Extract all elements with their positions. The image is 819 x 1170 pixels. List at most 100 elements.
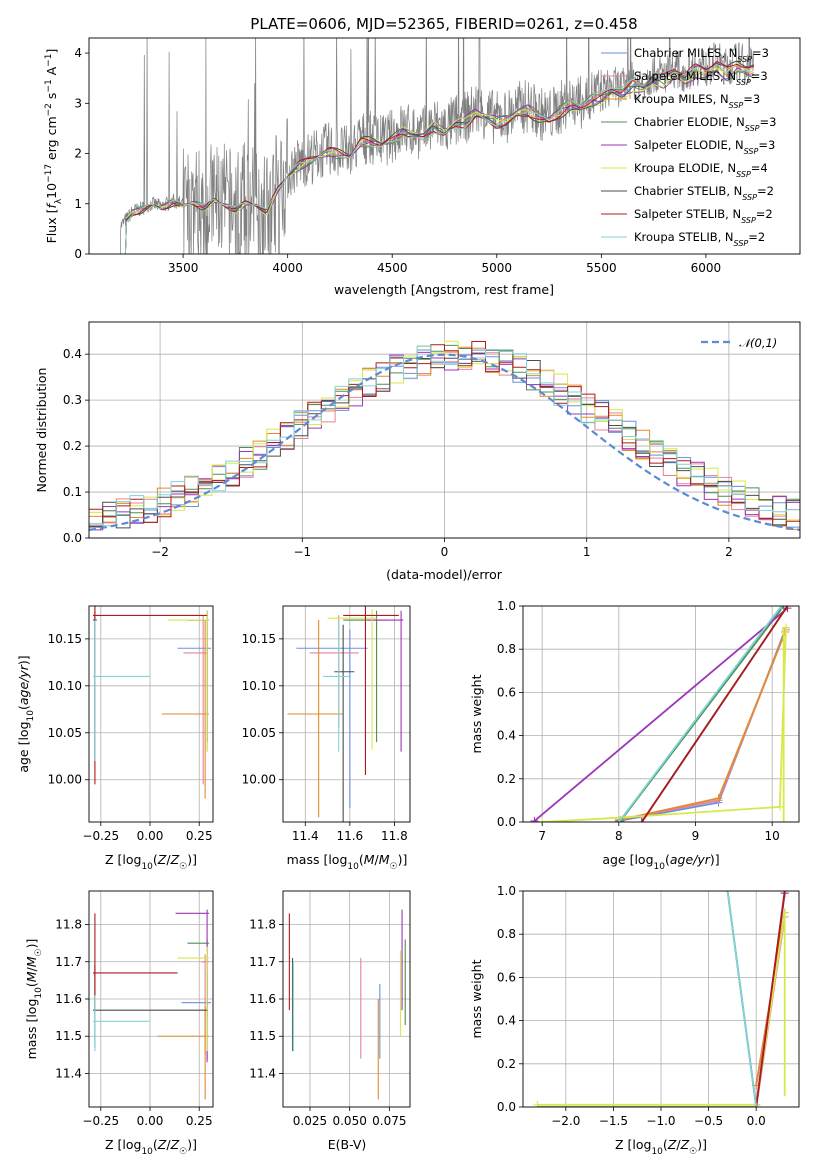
label-part: M xyxy=(364,852,375,867)
model-fit-line xyxy=(120,60,755,254)
y-tick-label: 11.7 xyxy=(55,955,82,969)
mass-weight-line xyxy=(755,891,786,1107)
label-part: Normed distribution xyxy=(34,368,49,493)
mass-weight-line xyxy=(620,631,787,821)
legend-label: Salpeter ELODIE, NSSP=3 xyxy=(634,138,775,156)
label-part: 10 xyxy=(34,987,44,999)
legend-label: Kroupa MILES, NSSP=3 xyxy=(634,92,760,110)
y-tick-label: 10.05 xyxy=(242,726,276,740)
mass-weight-line xyxy=(618,606,783,822)
y-tick-label: 1.0 xyxy=(497,599,516,613)
x-tick-label: −1.5 xyxy=(599,1114,628,1128)
y-tick-label: 0.0 xyxy=(497,815,516,829)
axes-frame xyxy=(88,37,801,255)
y-tick-label: 1.0 xyxy=(497,884,516,898)
x-tick-label: 11.4 xyxy=(292,829,319,843)
plot-area-spectrum xyxy=(120,38,755,254)
legend-sub: SSP xyxy=(737,55,752,64)
x-tick-label: 10 xyxy=(765,829,780,843)
label-part: age/yr xyxy=(670,852,711,867)
legend-label: Kroupa STELIB, NSSP=2 xyxy=(634,230,765,248)
label-part: )] xyxy=(697,1137,707,1152)
y-tick-label: 0.4 xyxy=(63,347,82,361)
x-tick-label: 0.00 xyxy=(137,829,164,843)
y-tick-label: 11.6 xyxy=(55,992,82,1006)
label-part: Z [ xyxy=(105,852,122,867)
label-part: )] xyxy=(398,852,408,867)
model-fit-line xyxy=(120,61,755,254)
legend-sub: SSP xyxy=(729,101,744,110)
label-part: 10 xyxy=(347,862,359,872)
y-tick-label: 0.2 xyxy=(497,1057,516,1071)
y-axis-label: Flux [fλ10−17 erg cm−2 s−1 A−1] xyxy=(44,49,64,244)
panel-mass-ebv: 0.025 0.050 0.075 11.4 11.5 11.6 11.7 11.8 E(B-V… xyxy=(249,890,411,1152)
x-tick-label: 11.6 xyxy=(336,829,363,843)
legend-text: Kroupa ELODIE, N xyxy=(634,161,736,175)
observed-spectrum-line xyxy=(120,38,755,254)
label-part: ☉ xyxy=(179,1147,187,1157)
label-part: )] xyxy=(187,852,197,867)
legend-text: Salpeter MILES, N xyxy=(634,69,736,83)
y-tick-label: 0.6 xyxy=(497,970,516,984)
legend-sub: SSP xyxy=(742,193,757,202)
x-tick-label: 5500 xyxy=(586,261,617,275)
legend-text: Kroupa MILES, N xyxy=(634,92,729,106)
label-part: ] xyxy=(44,49,59,54)
y-tick-label: 0.4 xyxy=(497,1014,516,1028)
y-tick-label: 0.4 xyxy=(497,729,516,743)
label-part: age/yr xyxy=(16,664,31,705)
label-part: 10 xyxy=(26,710,36,722)
mass-weight-line xyxy=(641,606,789,822)
x-tick-label: −0.25 xyxy=(82,829,119,843)
label-part: ☉ xyxy=(390,862,398,872)
y-tick-label: 11.4 xyxy=(249,1066,276,1080)
plot-area-mass-ebv xyxy=(288,909,406,1100)
x-tick-label: 0.025 xyxy=(293,1114,327,1128)
legend-suffix: =3 xyxy=(760,115,777,129)
label-part: mass [ xyxy=(287,852,329,867)
legend-sub: SSP xyxy=(745,124,760,133)
x-tick-label: 6000 xyxy=(691,261,722,275)
x-tick-label: 5000 xyxy=(482,261,513,275)
x-axis-label: wavelength [Angstrom, rest frame] xyxy=(334,282,554,297)
label-part: age [ xyxy=(602,852,634,867)
label-part: Z xyxy=(680,1137,690,1152)
legend-suffix: =3 xyxy=(751,69,768,83)
legend-sub: SSP xyxy=(741,216,756,225)
x-tick-label: −2.0 xyxy=(551,1114,580,1128)
y-axis-label: Normed distribution xyxy=(34,368,49,493)
label-part: ( xyxy=(665,852,670,867)
x-axis-label: Z [log10(Z/Z☉)] xyxy=(105,852,197,872)
y-tick-label: 10.05 xyxy=(48,726,82,740)
y-tick-label: 10.00 xyxy=(242,773,276,787)
y-tick-label: 0.0 xyxy=(63,531,82,545)
y-tick-label: 10.10 xyxy=(242,679,276,693)
y-tick-label: 10.15 xyxy=(48,632,82,646)
legend-text: Kroupa STELIB, N xyxy=(634,230,734,244)
label-part: ☉ xyxy=(689,1147,697,1157)
label-part: / xyxy=(375,852,380,867)
plot-area-age-Z xyxy=(92,606,212,799)
label-part: ( xyxy=(24,982,39,987)
y-tick-label: 11.8 xyxy=(249,918,276,932)
legend-suffix: =3 xyxy=(752,46,769,60)
y-tick-label: 0.8 xyxy=(497,642,516,656)
label-part: M xyxy=(24,971,39,982)
model-fit-line xyxy=(120,62,755,254)
mass-weight-line xyxy=(726,891,758,1107)
y-tick-label: 11.7 xyxy=(249,955,276,969)
y-tick-label: 10.00 xyxy=(48,773,82,787)
x-tick-label: 11.8 xyxy=(381,829,408,843)
x-axis-label: (data-model)/error xyxy=(386,567,503,582)
plot-area-residuals xyxy=(89,340,800,531)
y-tick-label: 1 xyxy=(74,197,82,211)
label-part: log xyxy=(328,852,347,867)
legend-label: Chabrier MILES, NSSP=3 xyxy=(634,46,769,64)
legend-label: Chabrier ELODIE, NSSP=3 xyxy=(634,115,776,133)
axes-frame xyxy=(282,605,411,823)
x-tick-label: 7 xyxy=(538,829,546,843)
label-part: mass [ xyxy=(24,1018,39,1060)
y-tick-label: 11.6 xyxy=(249,992,276,1006)
